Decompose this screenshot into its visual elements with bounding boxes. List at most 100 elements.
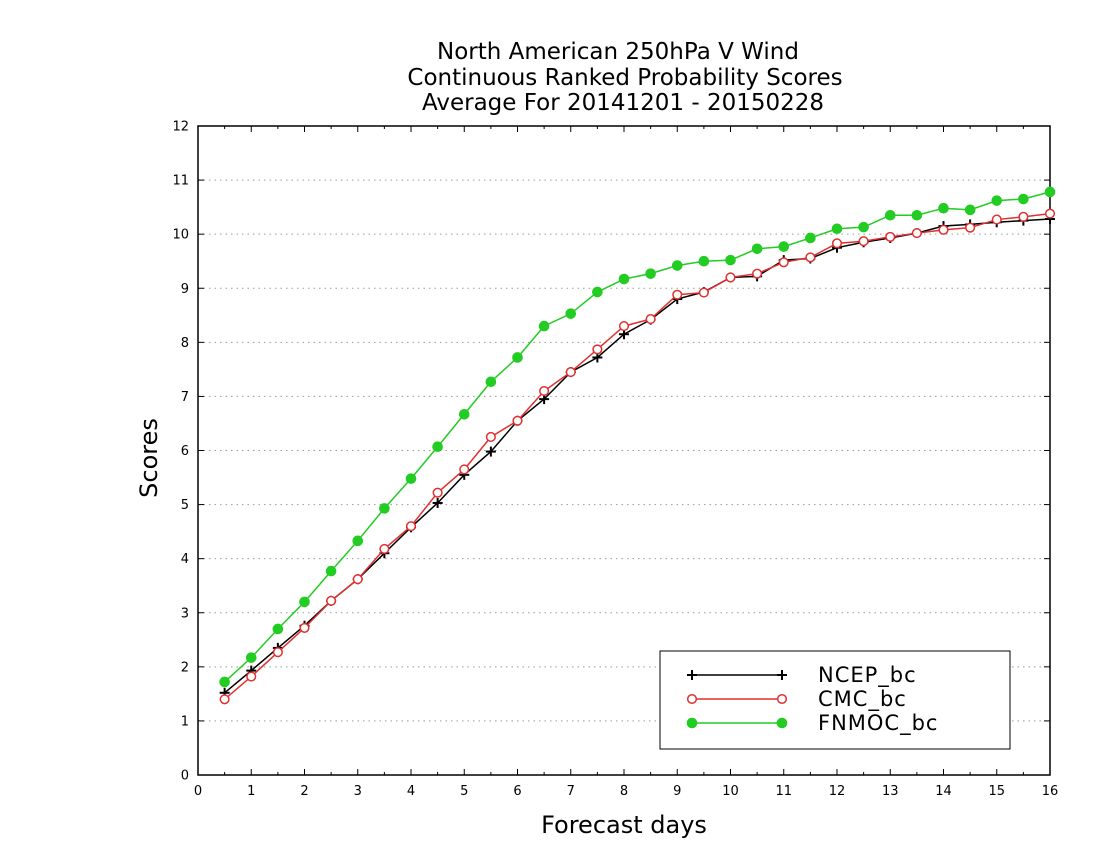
legend-label-ncep-bc: NCEP_bc bbox=[818, 663, 917, 688]
grid bbox=[198, 179, 1050, 722]
series-point-fnmoc-bc bbox=[299, 596, 310, 608]
series-point-cmc-bc bbox=[965, 222, 976, 233]
series-point-cmc-bc bbox=[911, 228, 922, 239]
series-point-fnmoc-bc bbox=[458, 408, 470, 420]
chart-title-line-2: Continuous Ranked Probability Scores bbox=[407, 65, 842, 91]
series-line-cmc-bc bbox=[224, 212, 1051, 700]
series-point-fnmoc-bc bbox=[565, 308, 577, 319]
x-tick-label: 5 bbox=[460, 784, 468, 799]
series-point-fnmoc-bc bbox=[379, 503, 390, 514]
series-point-cmc-bc bbox=[698, 287, 709, 298]
series-line-fnmoc-bc bbox=[224, 191, 1051, 683]
series-point-fnmoc-bc bbox=[325, 565, 337, 577]
series-point-cmc-bc bbox=[379, 543, 390, 554]
series-point-cmc-bc bbox=[858, 236, 869, 247]
series-point-fnmoc-bc bbox=[751, 243, 763, 255]
x-tick-label: 2 bbox=[300, 784, 308, 799]
series-point-fnmoc-bc bbox=[432, 441, 443, 453]
series-point-ncep-bc bbox=[485, 446, 496, 457]
x-tick-label: 15 bbox=[988, 784, 1005, 799]
series-point-fnmoc-bc bbox=[805, 232, 816, 244]
legend-label-cmc-bc: CMC_bc bbox=[818, 687, 907, 712]
series-point-cmc-bc bbox=[672, 289, 683, 300]
series-point-fnmoc-bc bbox=[405, 473, 417, 484]
series-point-cmc-bc bbox=[618, 321, 630, 332]
series-point-cmc-bc bbox=[1018, 211, 1029, 222]
y-tick-label: 11 bbox=[172, 174, 189, 189]
series-point-cmc-bc bbox=[299, 622, 310, 633]
x-tick-label: 1 bbox=[247, 784, 255, 799]
x-tick-label: 11 bbox=[775, 784, 792, 799]
series-point-fnmoc-bc bbox=[272, 623, 284, 635]
series-point-fnmoc-bc bbox=[1018, 193, 1029, 205]
series-point-cmc-bc bbox=[432, 487, 443, 498]
series-point-cmc-bc bbox=[991, 214, 1002, 225]
series-point-fnmoc-bc bbox=[645, 268, 656, 279]
series-point-fnmoc-bc bbox=[512, 352, 523, 363]
series-point-fnmoc-bc bbox=[911, 209, 923, 221]
series-point-cmc-bc bbox=[219, 694, 230, 705]
series-point-fnmoc-bc bbox=[778, 241, 790, 252]
x-tick-label: 6 bbox=[513, 784, 521, 799]
y-tick-label: 4 bbox=[181, 552, 189, 567]
x-tick-label: 14 bbox=[935, 784, 952, 799]
legend-marker-fnmoc-bc bbox=[686, 717, 698, 729]
legend-marker-fnmoc-bc bbox=[776, 717, 788, 729]
y-tick-label: 3 bbox=[181, 606, 189, 621]
x-tick-label: 4 bbox=[407, 784, 415, 799]
y-tick-label: 9 bbox=[181, 282, 189, 297]
series-point-fnmoc-bc bbox=[592, 286, 603, 298]
series-point-cmc-bc bbox=[539, 385, 550, 397]
series-point-cmc-bc bbox=[485, 431, 496, 443]
series-point-cmc-bc bbox=[645, 314, 656, 325]
series-point-cmc-bc bbox=[938, 224, 949, 235]
series-point-fnmoc-bc bbox=[618, 273, 630, 285]
x-tick-label: 9 bbox=[673, 784, 681, 799]
series-point-cmc-bc bbox=[831, 238, 843, 249]
series-point-fnmoc-bc bbox=[671, 260, 683, 271]
series-point-fnmoc-bc bbox=[352, 535, 364, 547]
series-point-fnmoc-bc bbox=[938, 202, 949, 214]
chart-title-line-3: Average For 20141201 - 20150228 bbox=[422, 90, 824, 116]
x-tick-label: 13 bbox=[882, 784, 899, 799]
legend-marker-ncep-bc bbox=[777, 670, 787, 680]
series-line-ncep-bc bbox=[224, 218, 1051, 694]
series-point-fnmoc-bc bbox=[698, 255, 710, 267]
series-point-cmc-bc bbox=[1044, 208, 1056, 219]
chart-title-line-1: North American 250hPa V Wind bbox=[437, 39, 799, 65]
series-point-cmc-bc bbox=[246, 671, 257, 682]
series-point-cmc-bc bbox=[512, 415, 523, 426]
legend-marker-ncep-bc bbox=[687, 670, 697, 680]
series-point-cmc-bc bbox=[565, 367, 576, 378]
y-tick-label: 0 bbox=[181, 769, 189, 784]
y-tick-label: 1 bbox=[181, 714, 189, 729]
series-point-fnmoc-bc bbox=[538, 320, 550, 332]
x-tick-label: 10 bbox=[722, 784, 739, 799]
legend-box bbox=[659, 650, 1011, 750]
x-tick-label: 12 bbox=[829, 784, 846, 799]
series-point-cmc-bc bbox=[805, 252, 816, 263]
y-tick-label: 7 bbox=[181, 390, 189, 405]
y-tick-label: 5 bbox=[181, 498, 189, 513]
series-point-fnmoc-bc bbox=[964, 204, 976, 216]
series-point-cmc-bc bbox=[352, 574, 363, 585]
x-tick-label: 3 bbox=[354, 784, 362, 799]
series-point-cmc-bc bbox=[592, 344, 603, 355]
series-point-cmc-bc bbox=[778, 257, 789, 268]
series-point-cmc-bc bbox=[272, 647, 283, 658]
series-point-ncep-bc bbox=[432, 497, 443, 508]
legend-label-fnmoc-bc: FNMOC_bc bbox=[818, 711, 938, 736]
series-point-fnmoc-bc bbox=[219, 676, 230, 688]
series-point-fnmoc-bc bbox=[831, 223, 843, 235]
legend-marker-cmc-bc bbox=[776, 693, 788, 705]
y-axis-label: Scores bbox=[135, 418, 163, 498]
y-tick-label: 6 bbox=[181, 444, 189, 459]
series-layer bbox=[219, 186, 1056, 705]
y-tick-label: 10 bbox=[172, 228, 189, 243]
series-point-cmc-bc bbox=[752, 268, 763, 279]
series-point-fnmoc-bc bbox=[1044, 186, 1056, 198]
series-point-fnmoc-bc bbox=[725, 254, 736, 266]
x-tick-label: 8 bbox=[620, 784, 628, 799]
